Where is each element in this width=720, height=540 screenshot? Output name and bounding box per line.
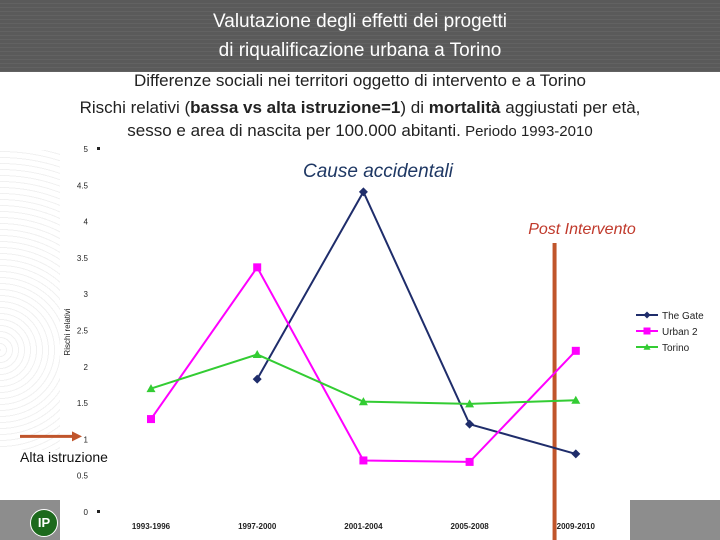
data-point [147, 415, 155, 424]
series-line [256, 189, 577, 455]
subtitle-line-1: Differenze sociali nei territori oggetto… [133, 71, 586, 90]
data-point [571, 346, 580, 355]
y-tick-label: 2.5 [77, 327, 89, 336]
y-tick-label: 2 [84, 363, 89, 372]
y-tick-label: 3.5 [77, 254, 89, 263]
subtitle-bold-part: bassa vs alta istruzione=1 [190, 98, 401, 117]
title-banner: Valutazione degli effetti dei progetti d… [0, 0, 720, 72]
y-tick-mark [97, 510, 100, 513]
chart-title: Cause accidentali [303, 161, 454, 182]
y-tick-label: 0 [84, 508, 89, 517]
y-tick-mark [97, 147, 100, 150]
legend-marker [643, 311, 651, 319]
subtitle-part: aggiustati per età, [500, 98, 641, 117]
data-point [359, 456, 368, 465]
data-point [358, 187, 368, 197]
subtitle-bold-part: mortalità [428, 98, 501, 117]
legend-marker [643, 343, 651, 350]
chart-plot-area [60, 147, 630, 540]
y-tick-label: 1 [84, 435, 89, 444]
subtitle-part: ) di [400, 98, 429, 117]
reference-label: Alta istruzione [20, 449, 108, 465]
subtitle-part: sesso e area di nascita per 100.000 abit… [127, 121, 461, 140]
subtitle-line-2: Rischi relativi (bassa vs alta istruzion… [0, 98, 720, 118]
data-point [465, 457, 474, 466]
reference-arrow-head [72, 431, 82, 442]
logo-icon: IP [30, 509, 58, 537]
y-tick-label: 1.5 [77, 399, 89, 408]
y-axis-label: Rischi relativi [63, 308, 72, 355]
title-line-2: di riqualificazione urbana a Torino [218, 40, 502, 61]
x-tick-label: 1993-1996 [132, 522, 171, 531]
y-tick-label: 5 [84, 145, 89, 154]
x-tick-label: 1997-2000 [238, 522, 277, 531]
data-point [571, 395, 581, 404]
data-point [253, 263, 262, 272]
title-line-1: Valutazione degli effetti dei progetti [213, 11, 507, 32]
data-point [252, 374, 262, 384]
data-point [465, 419, 475, 429]
y-tick-label: 3 [84, 290, 89, 299]
data-point [146, 384, 156, 393]
post-intervento-label: Post Intervento [528, 221, 636, 238]
data-point [465, 399, 475, 408]
series-line [150, 353, 576, 405]
y-tick-label: 4.5 [77, 181, 89, 190]
data-point [358, 397, 368, 406]
x-tick-label: 2009-2010 [557, 522, 596, 531]
legend-label: Torino [662, 343, 690, 354]
legend-label: The Gate [662, 311, 704, 322]
series-line [150, 265, 577, 463]
legend-label: Urban 2 [662, 327, 698, 338]
y-tick-label: 0.5 [77, 472, 89, 481]
subtitle-period: Periodo 1993-2010 [460, 123, 593, 140]
legend-marker [643, 327, 651, 335]
subtitle-part: Rischi relativi ( [79, 98, 191, 117]
x-tick-label: 2001-2004 [344, 522, 383, 531]
y-tick-label: 4 [84, 218, 89, 227]
x-tick-label: 2005-2008 [450, 522, 489, 531]
data-point [252, 349, 262, 359]
data-point [571, 449, 581, 459]
subtitle-line-3: sesso e area di nascita per 100.000 abit… [0, 121, 720, 141]
